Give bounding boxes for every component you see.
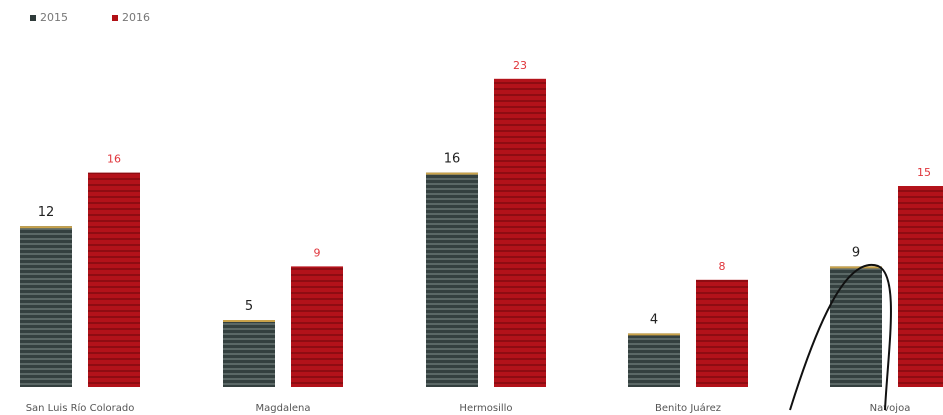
bar-top-edge-2015-0 bbox=[20, 226, 72, 229]
bar-2016-1 bbox=[291, 266, 343, 387]
value-label-2016-1: 9 bbox=[314, 246, 321, 259]
category-labels-group: San Luis Río Colorado Magdalena Hermosillo… bbox=[26, 402, 911, 414]
category-label-0: San Luis Río Colorado bbox=[26, 402, 135, 414]
bar-2016-4 bbox=[898, 186, 943, 387]
bar-top-edge-2015-3 bbox=[628, 333, 680, 336]
value-labels-group: 12 16 5 9 16 23 4 8 9 15 bbox=[38, 59, 931, 328]
bar-2016-3 bbox=[696, 279, 748, 387]
value-label-2015-4: 9 bbox=[852, 245, 860, 260]
legend-swatch-2016 bbox=[112, 14, 118, 21]
bar-top-edge-2015-2 bbox=[426, 172, 478, 175]
value-label-2016-3: 8 bbox=[719, 260, 726, 273]
value-label-2015-1: 5 bbox=[245, 299, 253, 314]
bar-2015-0 bbox=[20, 226, 72, 387]
value-label-2015-0: 12 bbox=[38, 205, 55, 220]
bar-2015-4 bbox=[830, 266, 882, 387]
bar-2015-1 bbox=[223, 320, 275, 387]
legend-swatch-2015 bbox=[30, 14, 36, 21]
value-label-2015-2: 16 bbox=[444, 152, 461, 167]
annotation-scribble bbox=[789, 263, 892, 411]
bar-top-edge-2015-1 bbox=[223, 320, 275, 322]
legend-label-2015: 2015 bbox=[40, 11, 68, 24]
value-label-2016-4: 15 bbox=[917, 166, 931, 179]
value-label-2015-3: 4 bbox=[650, 312, 658, 327]
legend-label-2016: 2016 bbox=[122, 11, 150, 24]
bars-group bbox=[20, 78, 943, 388]
bar-2016-0 bbox=[88, 172, 140, 387]
category-label-3: Benito Juárez bbox=[655, 402, 721, 414]
category-label-1: Magdalena bbox=[256, 403, 311, 414]
category-label-2: Hermosillo bbox=[459, 403, 512, 414]
legend-item-2016: 2016 bbox=[112, 11, 150, 24]
value-label-2016-0: 16 bbox=[107, 153, 121, 166]
value-label-2016-2: 23 bbox=[513, 59, 527, 72]
bar-top-edge-2015-4 bbox=[830, 266, 882, 269]
legend: 2015 2016 bbox=[30, 11, 150, 24]
bar-2015-3 bbox=[628, 333, 680, 387]
legend-item-2015: 2015 bbox=[30, 11, 68, 24]
category-label-4: Navojoa bbox=[870, 403, 911, 414]
bar-2015-2 bbox=[426, 172, 478, 387]
bar-2016-2 bbox=[494, 78, 546, 388]
